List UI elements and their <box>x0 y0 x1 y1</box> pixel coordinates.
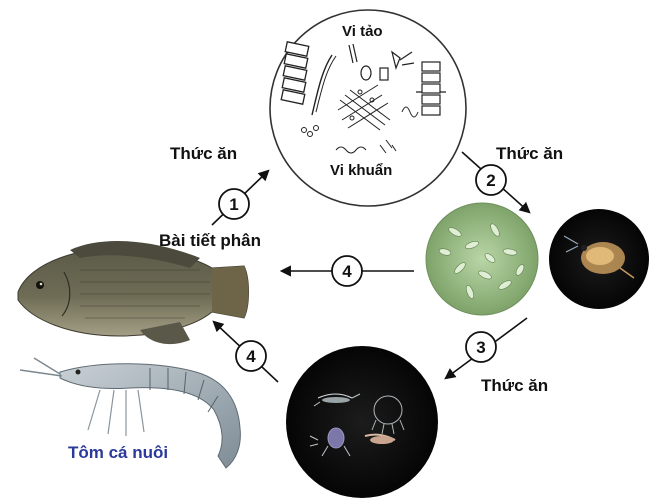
step-1-badge: 1 <box>218 188 250 220</box>
farmed-animals-label: Tôm cá nuôi <box>68 443 168 462</box>
food-label-2: Thức ăn <box>496 144 563 163</box>
daphnia-icon <box>563 235 635 279</box>
step-3-badge: 3 <box>465 331 497 363</box>
step-4a-badge: 4 <box>331 255 363 287</box>
microalgae-label: Vi tảo <box>342 23 383 40</box>
phytoplankton-circle <box>425 202 539 316</box>
daphnia-circle <box>549 209 649 309</box>
step-1-number: 1 <box>229 195 238 214</box>
zooplankton-icon <box>309 393 405 457</box>
fish-icon <box>17 240 249 345</box>
diatom-chain-right-icon <box>416 61 446 116</box>
algae-cells-icon <box>348 43 415 81</box>
step-4b-number: 4 <box>246 347 256 366</box>
step-4a-number: 4 <box>342 262 352 281</box>
step-4b-badge: 4 <box>235 340 267 372</box>
step-2-badge: 2 <box>475 164 507 196</box>
bacteria-label: Vi khuẩn <box>330 162 392 179</box>
food-label-1: Thức ăn <box>170 144 237 163</box>
diatom-chain-icon <box>280 41 310 105</box>
shrimp-icon <box>19 357 241 469</box>
phytoplankton-icon <box>438 223 525 299</box>
step-3-number: 3 <box>476 338 485 357</box>
excretion-label: Bài tiết phân <box>159 231 261 250</box>
filament-icon <box>311 54 333 116</box>
zooplankton-circle <box>286 346 438 498</box>
step-2-number: 2 <box>486 171 495 190</box>
food-label-3: Thức ăn <box>481 376 548 395</box>
bacteria-cluster-icon <box>301 84 419 154</box>
microorganism-circle: Vi tảo Vi khuẩn <box>269 9 467 207</box>
